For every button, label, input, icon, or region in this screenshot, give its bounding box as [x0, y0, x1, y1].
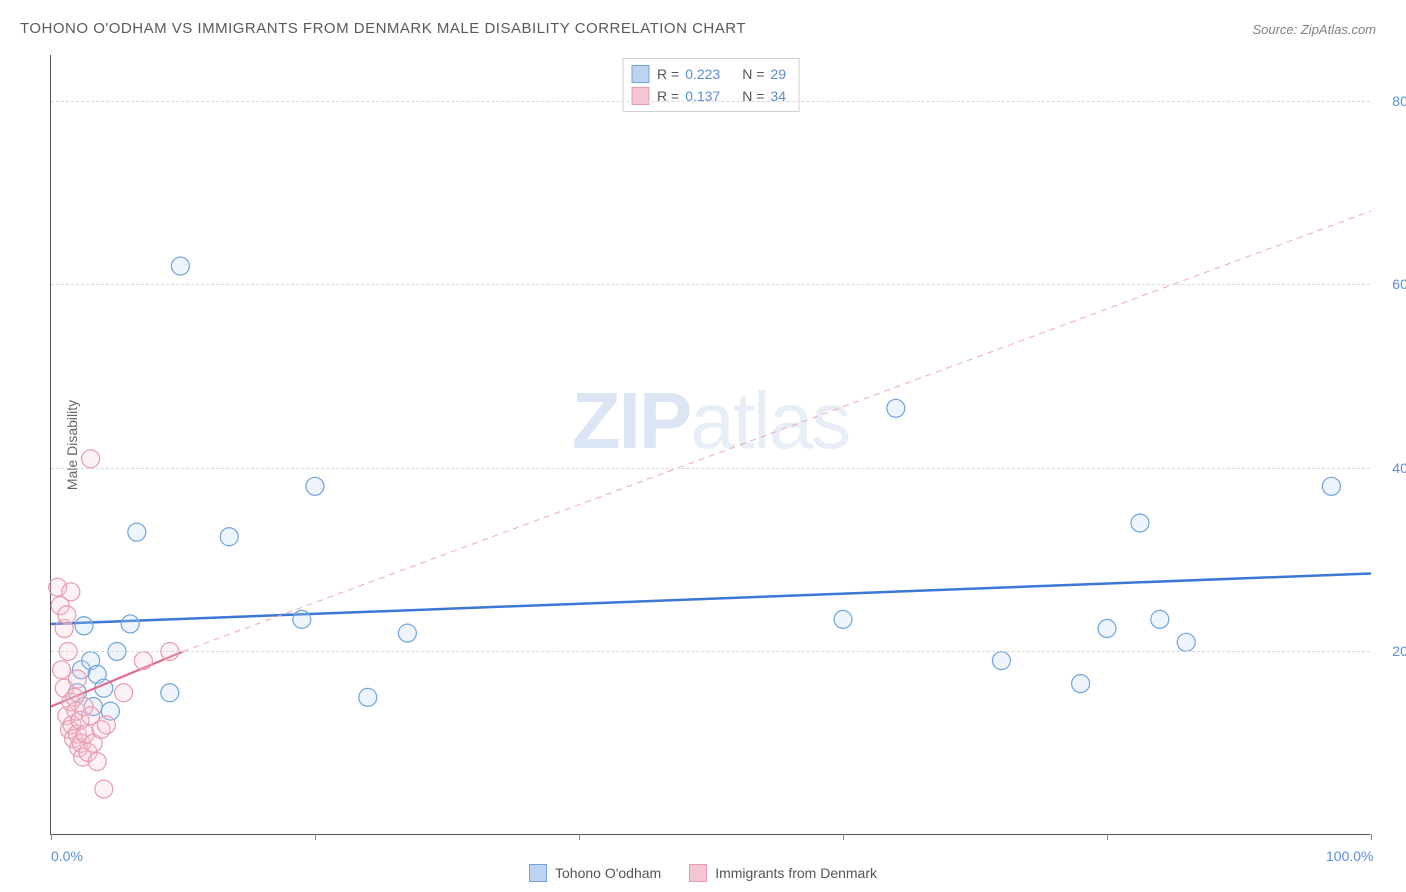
data-point: [68, 670, 86, 688]
data-point: [134, 652, 152, 670]
data-point: [398, 624, 416, 642]
data-point: [75, 617, 93, 635]
chart-plot-area: Male Disability ZIPatlas R = 0.223 N = 2…: [50, 55, 1370, 835]
correlation-legend: R = 0.223 N = 29 R = 0.137 N = 34: [622, 58, 799, 112]
x-tick: [1107, 834, 1108, 840]
series-legend: Tohono O'odham Immigrants from Denmark: [529, 864, 877, 882]
data-point: [62, 583, 80, 601]
trend-line-extrapolated: [183, 211, 1371, 651]
legend-swatch-denmark: [689, 864, 707, 882]
data-point: [97, 716, 115, 734]
legend-swatch-tohono: [529, 864, 547, 882]
x-tick: [315, 834, 316, 840]
data-point: [121, 615, 139, 633]
legend-n-value-1: 29: [770, 66, 786, 82]
data-point: [220, 528, 238, 546]
x-tick-label: 0.0%: [51, 848, 83, 864]
x-tick: [51, 834, 52, 840]
data-point: [1151, 610, 1169, 628]
gridline-h: [51, 651, 1370, 652]
legend-swatch-blue: [631, 65, 649, 83]
data-point: [161, 684, 179, 702]
legend-r-label: R =: [657, 66, 679, 82]
x-tick-label: 100.0%: [1326, 848, 1373, 864]
scatter-svg: [51, 55, 1370, 834]
data-point: [82, 450, 100, 468]
legend-item-denmark: Immigrants from Denmark: [689, 864, 877, 882]
gridline-h: [51, 101, 1370, 102]
x-tick: [843, 834, 844, 840]
legend-label-denmark: Immigrants from Denmark: [715, 865, 877, 881]
data-point: [1177, 633, 1195, 651]
data-point: [992, 652, 1010, 670]
data-point: [95, 780, 113, 798]
y-tick-label: 80.0%: [1392, 93, 1406, 109]
chart-title: TOHONO O'ODHAM VS IMMIGRANTS FROM DENMAR…: [20, 20, 746, 37]
data-point: [88, 753, 106, 771]
x-tick: [579, 834, 580, 840]
data-point: [53, 661, 71, 679]
legend-item-tohono: Tohono O'odham: [529, 864, 661, 882]
data-point: [1072, 675, 1090, 693]
data-point: [887, 399, 905, 417]
legend-n-label: N =: [742, 66, 764, 82]
data-point: [1098, 620, 1116, 638]
data-point: [115, 684, 133, 702]
data-point: [834, 610, 852, 628]
x-tick: [1371, 834, 1372, 840]
y-tick-label: 40.0%: [1392, 460, 1406, 476]
legend-swatch-pink: [631, 87, 649, 105]
gridline-h: [51, 468, 1370, 469]
trend-line: [51, 573, 1371, 623]
y-tick-label: 20.0%: [1392, 643, 1406, 659]
data-point: [128, 523, 146, 541]
data-point: [171, 257, 189, 275]
data-point: [58, 606, 76, 624]
data-point: [293, 610, 311, 628]
data-point: [306, 477, 324, 495]
gridline-h: [51, 284, 1370, 285]
legend-r-value-1: 0.223: [685, 66, 720, 82]
legend-label-tohono: Tohono O'odham: [555, 865, 661, 881]
data-point: [359, 688, 377, 706]
legend-row-1: R = 0.223 N = 29: [631, 63, 786, 85]
data-point: [1131, 514, 1149, 532]
data-point: [1322, 477, 1340, 495]
legend-row-2: R = 0.137 N = 34: [631, 85, 786, 107]
source-attribution: Source: ZipAtlas.com: [1252, 22, 1376, 37]
y-tick-label: 60.0%: [1392, 276, 1406, 292]
